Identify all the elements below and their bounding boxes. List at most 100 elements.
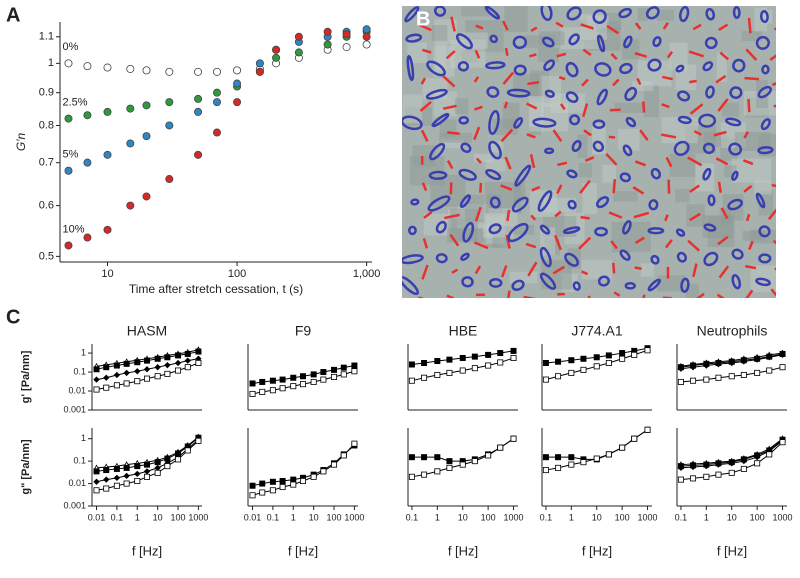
image-texture — [675, 188, 690, 203]
subplot-title: J774.A1 — [571, 323, 623, 339]
strain-ellipse — [431, 112, 450, 128]
strain-ellipse — [405, 33, 423, 43]
x-tick-label: 1000 — [773, 512, 793, 522]
stress-dash — [687, 239, 700, 252]
image-texture — [485, 159, 506, 172]
data-point — [83, 111, 92, 120]
strain-ellipse — [511, 279, 525, 291]
subplot-title: F9 — [295, 323, 312, 339]
x-tick-label: 0.1 — [406, 512, 419, 522]
image-texture — [484, 238, 500, 248]
data-point — [194, 94, 203, 103]
image-texture — [741, 31, 763, 42]
image-texture — [474, 153, 494, 163]
strain-ellipse — [596, 88, 608, 106]
strain-ellipse — [539, 246, 552, 268]
data-point — [233, 66, 242, 75]
strain-ellipse — [457, 61, 470, 72]
strain-ellipse — [647, 58, 662, 72]
strain-ellipse — [489, 34, 498, 44]
image-texture — [578, 163, 593, 178]
data-point — [299, 373, 306, 380]
strain-ellipse — [488, 223, 502, 235]
data-point — [677, 476, 684, 483]
strain-ellipse — [485, 61, 506, 70]
stress-dash — [720, 207, 729, 220]
strain-ellipse — [489, 196, 501, 209]
data-point — [766, 367, 773, 374]
data-point — [123, 472, 130, 480]
data-point — [113, 474, 121, 482]
data-point — [605, 352, 612, 359]
data-point — [142, 192, 151, 201]
stress-dash — [473, 126, 481, 141]
data-point — [294, 32, 303, 41]
stress-dash — [636, 77, 642, 86]
data-point — [320, 468, 327, 475]
strain-ellipse — [435, 253, 448, 264]
data-point — [134, 368, 141, 375]
strain-ellipse — [619, 62, 633, 75]
x-tick-label: 100 — [327, 512, 342, 522]
data-point — [342, 30, 351, 39]
strain-ellipse — [569, 114, 581, 126]
y-axis-label: g" [Pa/nm] — [20, 439, 32, 495]
strain-ellipse — [539, 272, 557, 290]
image-texture — [538, 31, 565, 46]
strain-ellipse — [698, 113, 717, 128]
stress-dash — [769, 54, 776, 61]
image-texture — [543, 198, 576, 213]
stress-dash — [745, 48, 758, 61]
data-point — [64, 241, 73, 250]
data-point — [269, 478, 276, 485]
stress-dash — [745, 213, 751, 222]
data-point — [421, 359, 428, 366]
data-point — [740, 465, 747, 472]
y-tick-label: 0.001 — [63, 404, 86, 414]
stress-dash — [580, 215, 590, 220]
image-texture — [441, 139, 464, 149]
stress-dash — [715, 74, 727, 84]
subplot-title: HASM — [127, 323, 167, 339]
stress-dash — [504, 156, 512, 170]
stress-dash — [500, 184, 513, 191]
image-texture — [529, 190, 557, 218]
image-texture — [454, 98, 469, 115]
data-point — [542, 454, 549, 461]
stress-dash — [527, 80, 540, 86]
x-tick-label: 1000 — [504, 512, 524, 522]
data-point — [64, 59, 73, 68]
image-texture — [439, 132, 472, 143]
strain-ellipse — [619, 172, 632, 183]
strain-ellipse — [532, 117, 557, 128]
stress-dash — [665, 156, 673, 168]
strain-ellipse — [541, 36, 555, 48]
data-point — [93, 468, 100, 475]
stress-dash — [612, 78, 620, 87]
y-tick-label: 0.001 — [63, 500, 86, 510]
stress-dash — [773, 104, 776, 108]
data-point — [593, 455, 600, 462]
stress-dash — [582, 48, 592, 57]
data-point — [753, 356, 761, 363]
image-texture — [685, 126, 717, 154]
image-texture — [702, 215, 734, 239]
strain-ellipse — [594, 62, 612, 77]
data-point — [175, 352, 182, 359]
stress-dash — [583, 129, 592, 137]
data-point — [249, 492, 256, 499]
strain-ellipse — [760, 118, 771, 131]
stress-dash — [554, 234, 562, 251]
stress-dash — [642, 294, 646, 298]
y-axis-label: G′n — [14, 133, 28, 152]
y-axis-label: g' [Pa/nm] — [20, 350, 32, 403]
strain-ellipse — [731, 170, 739, 181]
image-texture — [447, 228, 484, 243]
data-point — [272, 53, 281, 62]
strain-ellipse — [761, 64, 770, 75]
data-point — [154, 464, 161, 472]
image-texture — [716, 52, 727, 82]
series-label: 10% — [62, 223, 84, 235]
y-tick-label: 1 — [81, 433, 86, 443]
